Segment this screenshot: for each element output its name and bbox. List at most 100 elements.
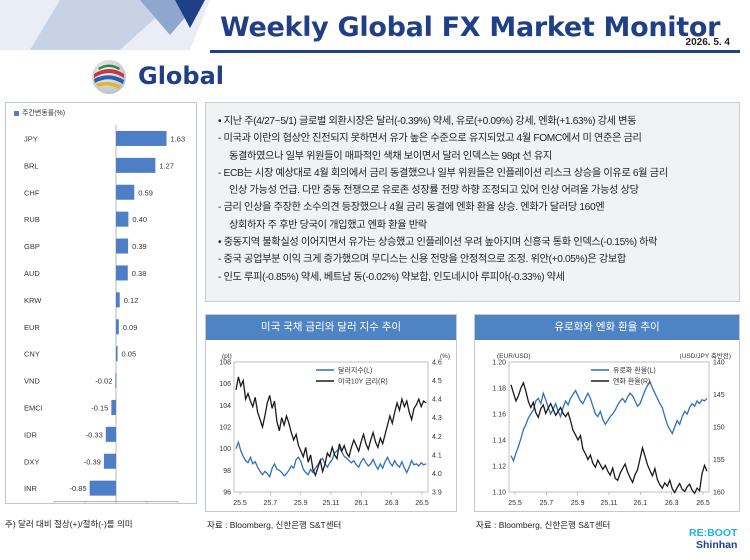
right-unit-label: (USD/JPY 축반전) — [680, 351, 731, 360]
summary-line: 인상 가능성 언급. 다만 중동 전쟁으로 유로존 성장률 전망 하향 조정되고… — [229, 185, 639, 197]
right-y-tick-label: 4.2 — [432, 434, 442, 441]
category-label: CHF — [24, 188, 40, 197]
x-tick-label: 26.3 — [385, 500, 399, 507]
bar-gbp — [116, 238, 129, 254]
value-label: 1.63 — [171, 134, 186, 143]
bar-chart-note: 주) 달러 대비 절상(+)/절하(-)를 의미 — [5, 519, 133, 529]
summary-line: 인도 루피(-0.85%) 약세, 베트남 동(-0.02%) 약보합, 인도네… — [218, 269, 729, 286]
legend-label: 미국10Y 금리(R) — [338, 377, 388, 386]
market-summary: 지난 주(4/27~5/1) 글로벌 외환시장은 달러(-0.39%) 약세, … — [205, 102, 740, 302]
category-label: KRW — [24, 296, 42, 305]
title-underline — [210, 50, 740, 53]
category-label: EUR — [24, 323, 40, 332]
category-label: RUB — [24, 215, 40, 224]
category-label: JPY — [24, 134, 38, 143]
right-y-tick-label: 160 — [713, 490, 725, 497]
left-y-tick-label: 1.10 — [492, 490, 506, 497]
panel-us-rates-dxy: 미국 국채 금리와 달러 지수 추이 (pt) (%) 96 98 100 102 104 1… — [205, 314, 457, 512]
x-tick-label: 26.5 — [415, 500, 429, 507]
logo-line1: RE:BOOT — [689, 527, 738, 539]
value-label: 0.59 — [138, 188, 153, 197]
us-rates-dxy-chart: (pt) (%) 96 98 100 102 104 106 108 3.9 4.0 4.1 4.2 4.… — [219, 353, 450, 507]
summary-lines: 지난 주(4/27~5/1) 글로벌 외환시장은 달러(-0.39%) 약세, … — [218, 113, 729, 286]
bar-jpy — [116, 130, 167, 146]
section-title: Global — [138, 62, 225, 90]
value-label: 1.27 — [159, 161, 174, 170]
summary-line: 상회하자 주 후반 당국이 개입했고 엔화 환율 반락 — [229, 219, 427, 231]
right-y-tick-label: 4.0 — [432, 471, 442, 478]
value-label: 0.39 — [132, 242, 147, 251]
left-y-tick-label: 1.20 — [492, 360, 506, 367]
left-y-tick-label: 1.18 — [492, 386, 506, 393]
bar-idr — [105, 426, 116, 442]
source-note: 자료 : Bloomberg, 신한은행 S&T센터 — [476, 520, 611, 530]
series-line-1 — [235, 440, 427, 479]
left-unit-label: (pt) — [222, 353, 232, 360]
panel-title: 유로화와 엔화 환율 추이 — [475, 315, 739, 340]
summary-line: 동결하였으나 일부 위원들이 매파적인 색채 보이면서 달러 인덱스는 98pt… — [229, 150, 552, 162]
bar-chart-svg: JPY 1.63 BRL 1.27 CHF 0.59 RUB 0.40 GBP 0.39 AUD 0.… — [24, 125, 186, 516]
left-y-tick-label: 96 — [223, 490, 231, 497]
right-y-tick-label: 140 — [713, 360, 725, 367]
fx-weekly-change-bar-chart: 주간변동률(%) JPY 1.63 BRL 1.27 CHF 0.59 RUB 0.40 GBP… — [5, 102, 197, 516]
right-y-tick-label: 145 — [713, 392, 725, 399]
summary-line: 중국 공업부분 이익 크게 증가했으며 무디스는 신용 전망을 안정적으로 조정… — [218, 251, 729, 268]
summary-line: ECB는 시장 예상대로 4월 회의에서 금리 동결했으나 일부 위원들은 인플… — [218, 165, 729, 182]
bar-chf — [116, 184, 135, 200]
right-y-tick-label: 4.4 — [432, 397, 442, 404]
value-label: 0.05 — [122, 350, 137, 359]
category-label: VND — [24, 377, 40, 386]
bar-inr — [89, 480, 116, 496]
globe-icon — [90, 58, 128, 96]
bar-aud — [116, 265, 128, 281]
bar-eur — [116, 319, 119, 335]
right-y-tick-label: 4.6 — [432, 360, 442, 367]
left-y-tick-label: 104 — [219, 403, 231, 410]
left-y-tick-label: 1.16 — [492, 412, 506, 419]
header-band — [0, 0, 750, 50]
series-line-1 — [510, 380, 708, 463]
category-label: BRL — [24, 161, 39, 170]
bar-brl — [116, 157, 156, 173]
x-tick-label: 25.5 — [508, 500, 522, 507]
page-title: Weekly Global FX Market Monitor — [220, 12, 721, 43]
category-label: CNY — [24, 350, 40, 359]
legend-label: 엔화 환율(R) — [613, 377, 650, 386]
bar-dxy — [103, 453, 116, 469]
panel-title: 미국 국채 금리와 달러 지수 추이 — [206, 315, 456, 340]
eur-jpy-chart: (EUR/USD) (USD/JPY 축반전) 1.10 1.12 1.14 1.16 1.… — [492, 351, 731, 507]
left-y-tick-label: 1.12 — [492, 464, 506, 471]
legend-swatch — [14, 110, 19, 116]
value-label: -0.33 — [86, 430, 103, 439]
x-tick-label: 25.7 — [264, 500, 278, 507]
left-y-tick-label: 106 — [219, 381, 231, 388]
category-label: INR — [24, 484, 38, 493]
right-unit-label: (%) — [440, 353, 450, 360]
left-y-tick-label: 1.14 — [492, 438, 506, 445]
report-date: 2026. 5. 4 — [685, 37, 730, 48]
x-tick-label: 26.5 — [696, 500, 710, 507]
right-y-tick-label: 4.1 — [432, 452, 442, 459]
legend-label: 달러지수(L) — [338, 366, 372, 375]
category-label: GBP — [24, 242, 40, 251]
value-label: 0.09 — [123, 323, 138, 332]
header-decoration — [0, 0, 210, 50]
left-y-tick-label: 102 — [219, 425, 231, 432]
summary-line: 미국과 이란의 협상안 진전되지 못하면서 유가 높은 수준으로 유지되었고 4… — [218, 130, 729, 147]
source-note: 자료 : Bloomberg, 신한은행 S&T센터 — [207, 520, 342, 530]
summary-line: 중동지역 불확실성 이어지면서 유가는 상승했고 인플레이션 우려 높아지며 신… — [218, 234, 729, 251]
bar-vnd — [115, 373, 117, 389]
x-tick-label: 25.9 — [571, 500, 585, 507]
right-y-tick-label: 150 — [713, 425, 725, 432]
right-y-tick-label: 3.9 — [432, 490, 442, 497]
legend-label: 주간변동률(%) — [22, 110, 66, 117]
value-label: -0.39 — [84, 457, 101, 466]
x-tick-label: 25.5 — [233, 500, 247, 507]
value-label: 0.40 — [132, 215, 147, 224]
value-label: 0.38 — [132, 269, 147, 278]
value-label: -0.15 — [91, 403, 108, 412]
left-y-tick-label: 100 — [219, 446, 231, 453]
x-tick-label: 25.9 — [294, 500, 308, 507]
bar-krw — [116, 292, 120, 308]
summary-line: 금리 인상을 주장한 소수의견 등장했으나 4월 금리 동결에 엔화 환율 상승… — [218, 199, 729, 216]
